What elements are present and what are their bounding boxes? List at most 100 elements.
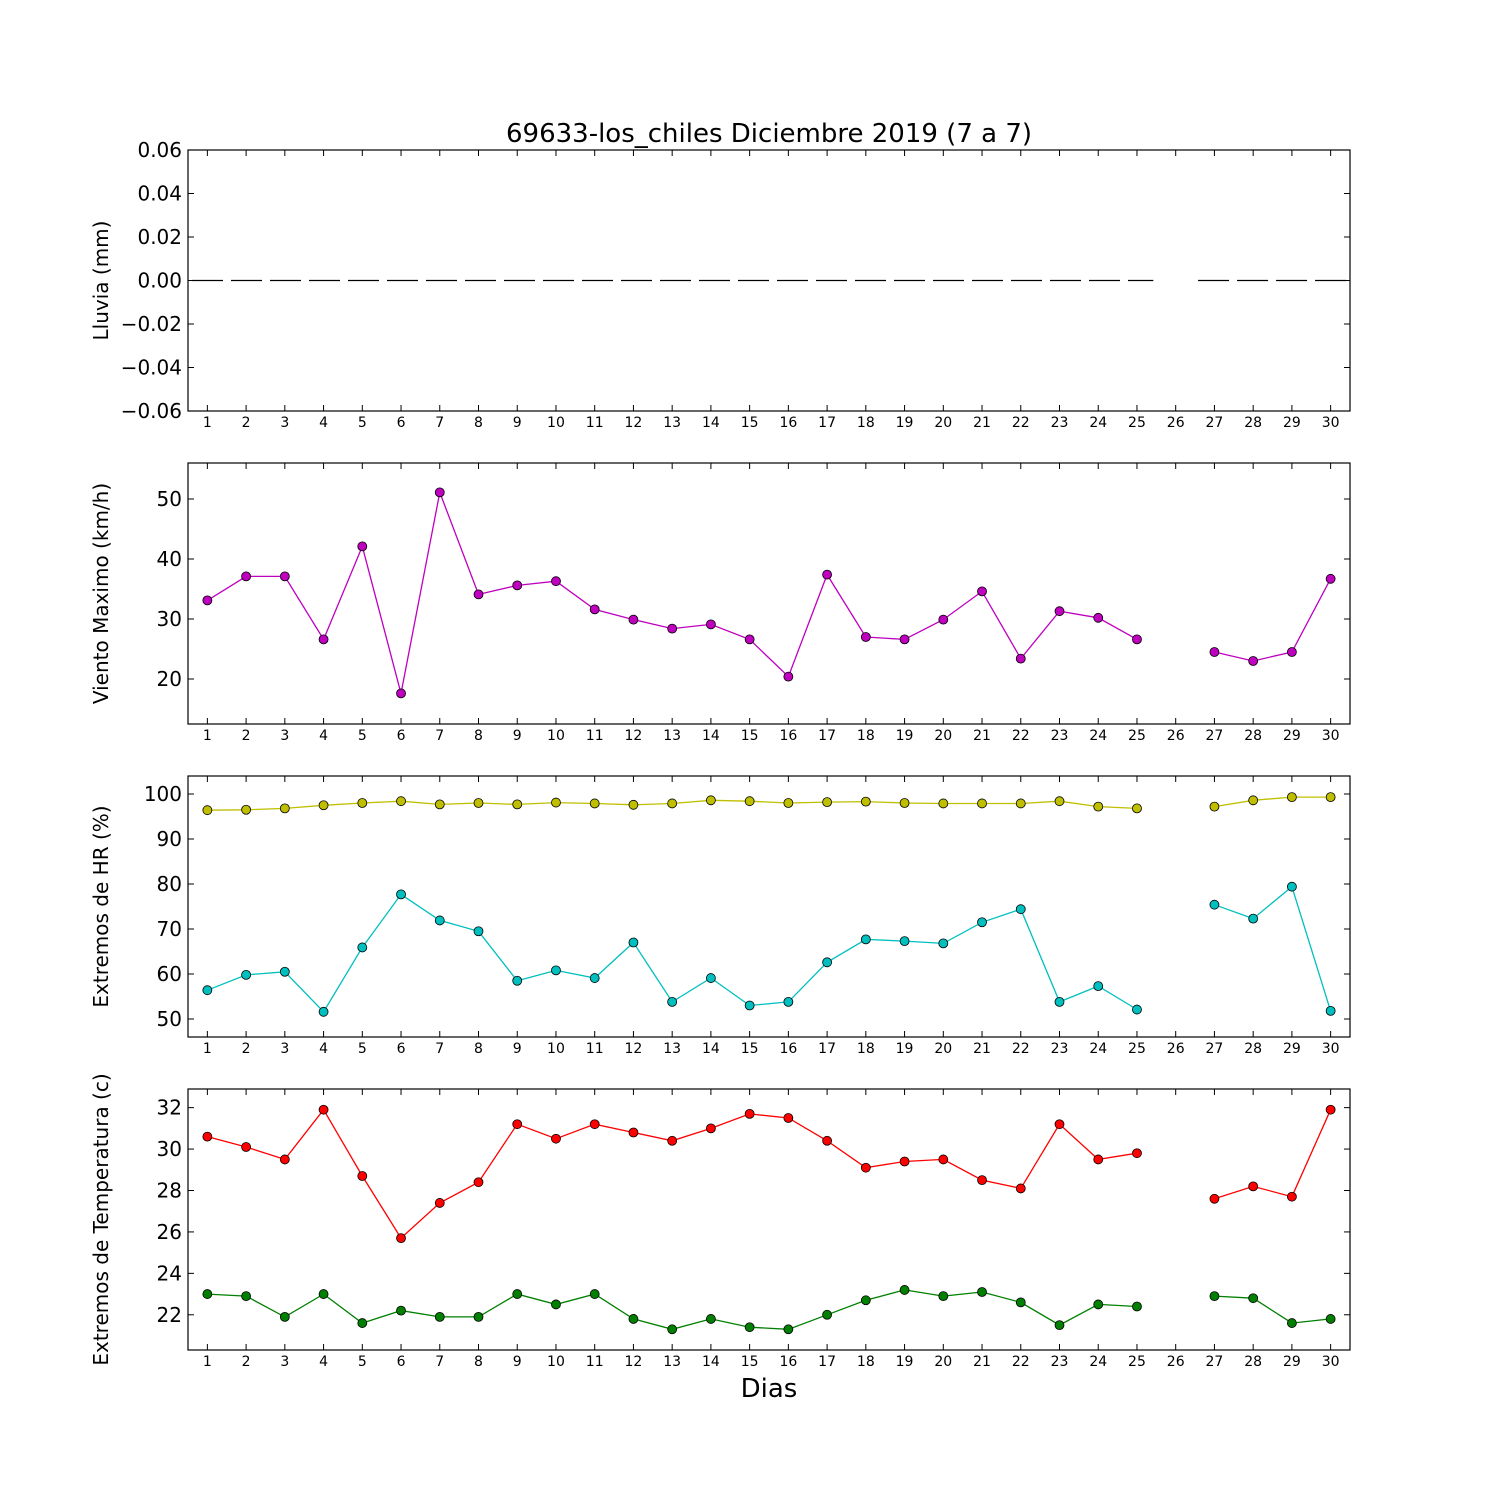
data-point	[667, 798, 678, 809]
data-point	[938, 1154, 949, 1165]
x-tick-label: 28	[1244, 415, 1262, 431]
data-point	[318, 634, 329, 645]
data-point	[706, 619, 716, 630]
data-point	[318, 1006, 329, 1017]
x-tick-label: 27	[1206, 1041, 1224, 1057]
data-point	[1325, 1314, 1336, 1324]
x-tick-label: 3	[280, 415, 289, 431]
x-tick-label: 30	[1322, 1354, 1340, 1370]
data-point	[473, 798, 484, 808]
x-tick-label: 2	[242, 728, 251, 744]
x-tick-label: 12	[625, 1354, 643, 1370]
data-point	[899, 634, 910, 645]
y-tick-label: 30	[157, 607, 182, 631]
data-point	[473, 926, 484, 937]
x-tick-label: 12	[625, 415, 643, 431]
x-tick-label: 11	[586, 415, 604, 431]
x-tick-label: 8	[474, 728, 483, 744]
x-tick-label: 26	[1167, 415, 1185, 431]
data-point	[551, 1299, 561, 1310]
data-point	[1132, 1004, 1142, 1015]
x-tick-label: 13	[663, 1041, 681, 1057]
x-tick-label: 7	[435, 728, 444, 744]
x-tick-label: 2	[242, 415, 251, 431]
data-point	[1287, 1318, 1297, 1328]
data-point	[667, 1135, 678, 1146]
x-tick-label: 26	[1167, 1041, 1185, 1057]
x-tick-label: 8	[474, 1041, 483, 1057]
data-point	[899, 1156, 910, 1167]
x-tick-label: 15	[741, 728, 759, 744]
x-tick-label: 17	[818, 728, 836, 744]
plot-frame	[187, 775, 1351, 1038]
x-tick-label: 20	[934, 1354, 952, 1370]
y-tick-label: 26	[157, 1220, 182, 1244]
x-tick-label: 3	[280, 728, 289, 744]
data-point	[667, 997, 678, 1007]
data-point	[667, 623, 678, 634]
x-tick-label: 22	[1012, 728, 1030, 744]
data-point	[1248, 1181, 1259, 1192]
x-tick-label: 24	[1089, 728, 1107, 744]
data-point	[667, 1324, 678, 1335]
data-point	[396, 1305, 406, 1316]
series-line	[1214, 1109, 1332, 1200]
data-point	[1325, 792, 1336, 803]
data-point	[434, 915, 445, 926]
x-tick-label: 21	[973, 415, 991, 431]
data-point	[706, 1314, 716, 1324]
data-point	[512, 1289, 523, 1299]
data-point	[628, 799, 639, 810]
x-tick-label: 16	[779, 1041, 797, 1057]
x-tick-label: 14	[702, 1041, 720, 1057]
y-tick-label: 50	[157, 1007, 182, 1031]
data-point	[589, 1119, 600, 1130]
data-point	[860, 1295, 871, 1306]
x-tick-label: 21	[973, 1354, 991, 1370]
data-point	[202, 1289, 213, 1299]
data-point	[434, 1198, 445, 1208]
data-point	[1248, 795, 1259, 806]
series-line	[1214, 1295, 1331, 1324]
plot-frame	[187, 1088, 1351, 1351]
data-point	[357, 798, 368, 808]
y-axis-label: Viento Maximo (km/h)	[89, 483, 113, 704]
data-point	[512, 799, 523, 810]
x-tick-label: 22	[1012, 1041, 1030, 1057]
y-tick-label: 40	[157, 547, 182, 571]
data-point	[1054, 796, 1065, 807]
data-point	[783, 671, 794, 682]
x-tick-label: 1	[203, 415, 212, 431]
series-viento-0	[202, 487, 1336, 699]
data-point	[512, 1119, 523, 1130]
x-tick-label: 14	[702, 728, 720, 744]
data-point	[473, 1311, 484, 1322]
data-point	[744, 796, 755, 807]
data-point	[1132, 1301, 1142, 1312]
x-tick-label: 12	[625, 728, 643, 744]
x-tick-label: 5	[358, 415, 367, 431]
x-tick-label: 2	[242, 1041, 251, 1057]
data-point	[938, 614, 949, 625]
y-tick-label: 28	[157, 1179, 182, 1203]
data-point	[551, 1133, 561, 1144]
x-tick-label: 27	[1206, 415, 1224, 431]
data-point	[744, 1322, 755, 1333]
y-tick-label: 100	[144, 782, 182, 806]
data-point	[783, 997, 794, 1007]
series-line	[207, 490, 1138, 694]
data-point	[202, 1131, 213, 1142]
data-point	[822, 1309, 832, 1320]
y-tick-label: 70	[157, 917, 182, 941]
y-tick-label: 22	[157, 1303, 182, 1327]
x-tick-label: 19	[896, 728, 914, 744]
x-tick-label: 4	[319, 1354, 328, 1370]
x-tick-label: 16	[779, 415, 797, 431]
x-tick-label: 6	[397, 1354, 406, 1370]
data-point	[860, 1162, 871, 1173]
y-tick-label: −0.02	[121, 312, 182, 336]
data-point	[977, 586, 987, 597]
x-tick-label: 28	[1244, 728, 1262, 744]
